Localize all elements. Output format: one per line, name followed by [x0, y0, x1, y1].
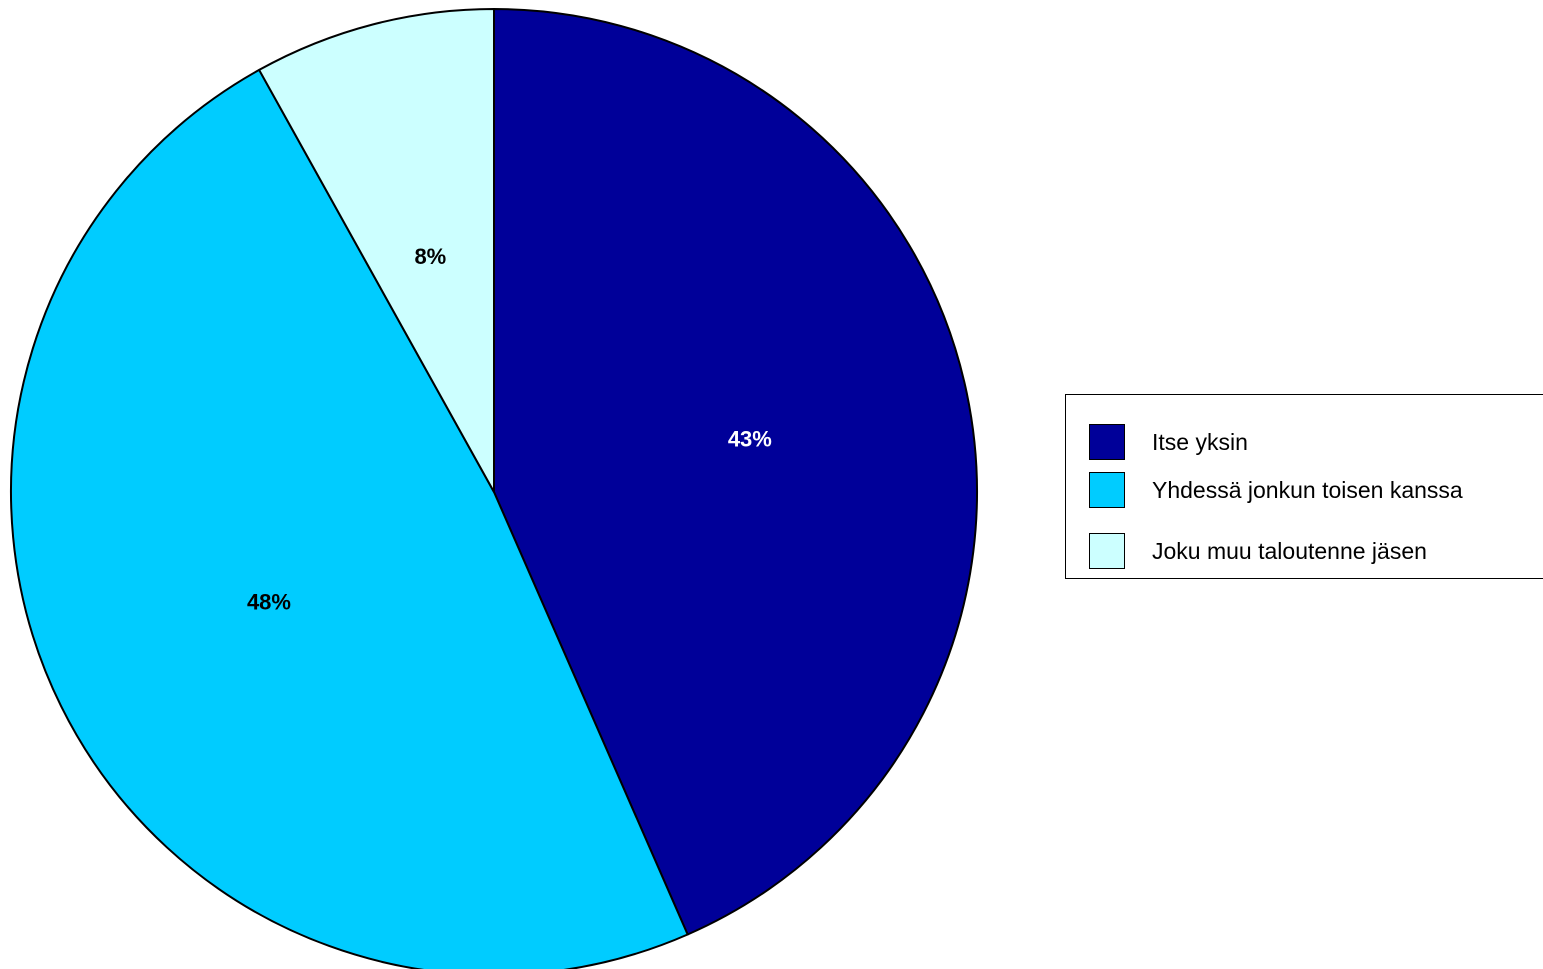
legend: Itse yksin Yhdessä jonkun toisen kanssa …: [1065, 394, 1543, 579]
legend-swatch-yhdessa: [1089, 472, 1125, 508]
pie-slice-label-2: 48%: [247, 589, 291, 614]
pie-slice-1: [493, 8, 978, 936]
pie-slice-3: [258, 8, 495, 493]
pie-slice-2: [10, 68, 689, 969]
pie-slice-label-1: 43%: [728, 426, 772, 451]
pie-slices: [10, 8, 978, 969]
legend-item-yhdessa: Yhdessä jonkun toisen kanssa: [1089, 471, 1463, 509]
pie-labels: 43% 48% 8%: [247, 244, 772, 614]
legend-label-itse-yksin: Itse yksin: [1152, 428, 1248, 455]
legend-swatch-itse-yksin: [1089, 424, 1125, 460]
legend-label-joku-muu: Joku muu taloutenne jäsen: [1152, 537, 1427, 564]
legend-label-yhdessa: Yhdessä jonkun toisen kanssa: [1152, 476, 1463, 503]
legend-item-itse-yksin: Itse yksin: [1089, 423, 1248, 461]
legend-item-joku-muu: Joku muu taloutenne jäsen: [1089, 532, 1427, 570]
legend-swatch-joku-muu: [1089, 533, 1125, 569]
pie-slice-label-3: 8%: [414, 244, 446, 269]
